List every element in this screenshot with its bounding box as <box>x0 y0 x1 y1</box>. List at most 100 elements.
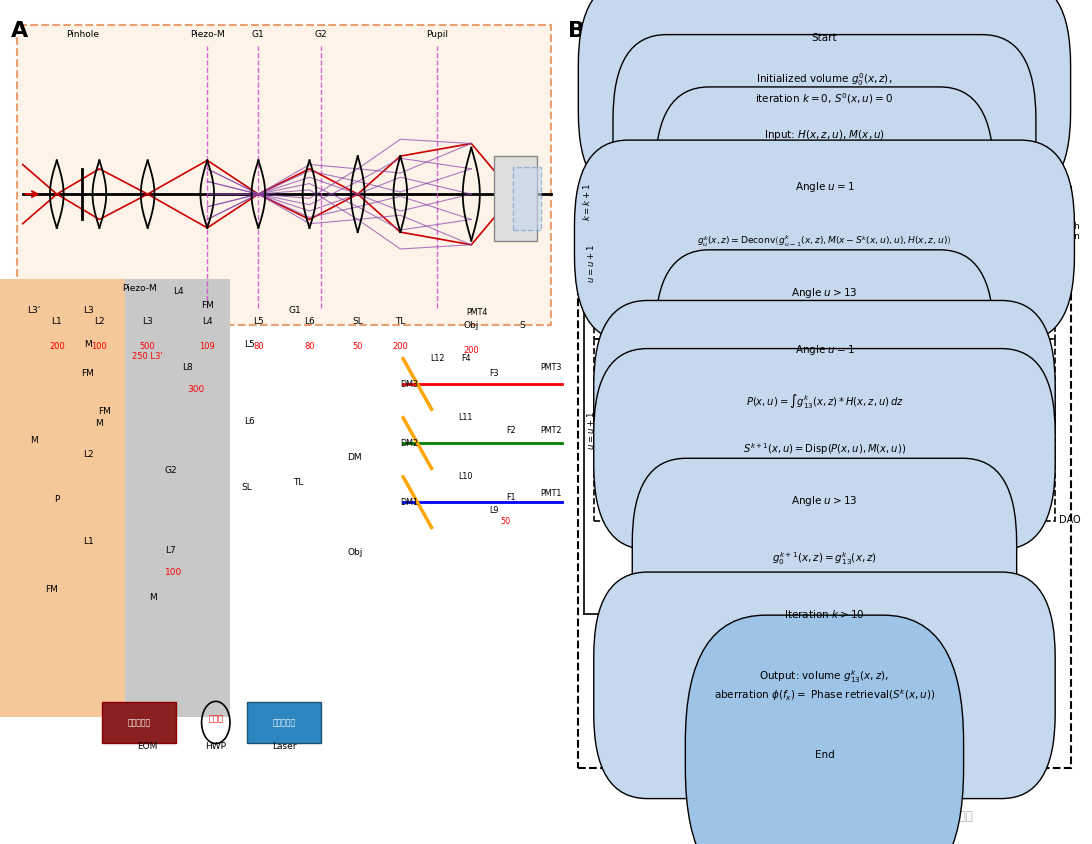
Text: FM: FM <box>201 301 214 310</box>
Text: L4: L4 <box>174 287 185 295</box>
Text: SL: SL <box>353 316 364 326</box>
Text: L3': L3' <box>27 306 40 315</box>
Text: F1: F1 <box>507 494 515 502</box>
FancyBboxPatch shape <box>632 458 1017 659</box>
Text: PMT4: PMT4 <box>466 308 488 316</box>
Text: Angle $u = 1$: Angle $u = 1$ <box>795 344 854 357</box>
Text: M: M <box>84 340 92 349</box>
Text: Obj: Obj <box>464 321 479 330</box>
Text: N: N <box>704 597 712 606</box>
Text: 半波片: 半波片 <box>209 715 223 723</box>
Text: L1: L1 <box>51 316 62 326</box>
Text: 200: 200 <box>49 342 64 351</box>
FancyBboxPatch shape <box>103 702 176 743</box>
Text: L2: L2 <box>94 316 105 326</box>
Text: FM: FM <box>82 369 94 377</box>
Text: Initialized volume $g_0^0(x,z)$,
iteration $k = 0$, $S^0(x,u) = 0$: Initialized volume $g_0^0(x,z)$, iterati… <box>756 72 893 106</box>
Text: TL: TL <box>395 316 405 326</box>
Text: 🦉 光学前沿: 🦉 光学前沿 <box>934 810 972 824</box>
Text: 电光调制器: 电光调制器 <box>128 718 151 727</box>
FancyBboxPatch shape <box>594 349 1055 549</box>
Text: End: End <box>815 750 834 760</box>
Text: DAO: DAO <box>1058 515 1080 525</box>
FancyBboxPatch shape <box>124 279 230 717</box>
FancyBboxPatch shape <box>0 279 124 717</box>
Text: Input: $H(x,z,u)$, $M(x,u)$: Input: $H(x,z,u)$, $M(x,u)$ <box>764 128 885 142</box>
Text: Angle $u > 13$: Angle $u > 13$ <box>792 495 857 508</box>
Polygon shape <box>723 262 926 323</box>
Text: $u = u+1$: $u = u+1$ <box>584 244 595 283</box>
Text: L11: L11 <box>459 414 473 422</box>
FancyBboxPatch shape <box>613 35 1036 235</box>
Polygon shape <box>723 584 926 645</box>
FancyBboxPatch shape <box>574 140 1075 341</box>
Text: $g_0^{k+1}(x,z) = g_{13}^k(x,z)$: $g_0^{k+1}(x,z) = g_{13}^k(x,z)$ <box>772 550 877 567</box>
Text: $S^{k+1}(x,u) = \mathrm{Disp}(P(x,u), M(x,u))$: $S^{k+1}(x,u) = \mathrm{Disp}(P(x,u), M(… <box>743 441 906 457</box>
Text: A: A <box>11 21 28 41</box>
FancyBboxPatch shape <box>247 702 321 743</box>
Text: L8: L8 <box>182 363 193 371</box>
FancyBboxPatch shape <box>579 0 1070 197</box>
Text: G1: G1 <box>252 30 264 39</box>
Text: 50: 50 <box>353 342 363 351</box>
Text: 100: 100 <box>165 568 181 576</box>
Text: Laser: Laser <box>272 743 296 751</box>
Text: N: N <box>704 484 712 493</box>
Text: L12: L12 <box>430 354 444 363</box>
Text: PMT1: PMT1 <box>541 490 561 498</box>
Text: L3: L3 <box>142 316 153 326</box>
Text: Pupil: Pupil <box>426 30 448 39</box>
Text: L6: L6 <box>304 316 314 326</box>
FancyBboxPatch shape <box>494 156 536 241</box>
Text: DM2: DM2 <box>400 439 418 447</box>
Text: HWP: HWP <box>205 743 226 751</box>
FancyBboxPatch shape <box>594 572 1055 798</box>
Text: F3: F3 <box>489 369 499 377</box>
FancyBboxPatch shape <box>17 25 550 325</box>
Text: Obj: Obj <box>347 549 363 557</box>
Text: FM: FM <box>98 408 111 416</box>
Text: 200: 200 <box>463 346 479 355</box>
Text: Iteration $k > 10$: Iteration $k > 10$ <box>784 609 865 620</box>
Text: $g_u^k(x,z) = \mathrm{Deconv}\left(g_{u-1}^k(x,z),M(x-S^k(x,u),u),H(x,z,u)\right: $g_u^k(x,z) = \mathrm{Deconv}\left(g_{u-… <box>697 233 952 248</box>
Text: PMT3: PMT3 <box>541 363 561 371</box>
FancyBboxPatch shape <box>513 167 541 230</box>
FancyBboxPatch shape <box>686 0 963 178</box>
Text: PMT2: PMT2 <box>541 426 561 435</box>
Text: 300: 300 <box>188 386 204 394</box>
Text: B: B <box>568 21 584 41</box>
Text: F2: F2 <box>507 426 515 435</box>
Text: L6: L6 <box>245 418 256 426</box>
Text: Output: volume $g_{13}^k(x,z)$,
aberration $\phi(f_x)=$ Phase retrieval$(S^k(x,u: Output: volume $g_{13}^k(x,z)$, aberrati… <box>714 668 935 703</box>
Text: Piezo-M: Piezo-M <box>190 30 225 39</box>
Text: M: M <box>31 436 38 445</box>
Text: L3: L3 <box>83 306 94 315</box>
Text: L5: L5 <box>253 316 264 326</box>
Text: G2: G2 <box>164 467 177 475</box>
Text: L7: L7 <box>165 546 176 555</box>
Text: M: M <box>150 593 157 602</box>
Text: Piezo-M: Piezo-M <box>121 284 156 293</box>
FancyBboxPatch shape <box>594 300 1055 501</box>
Text: M: M <box>95 419 104 428</box>
Text: L10: L10 <box>459 473 473 481</box>
Text: DM: DM <box>347 453 363 462</box>
Text: L4: L4 <box>202 316 213 326</box>
Text: L2: L2 <box>83 450 93 458</box>
Text: Y: Y <box>836 322 843 332</box>
Text: 80: 80 <box>253 342 263 351</box>
Text: 200: 200 <box>392 342 408 351</box>
Text: Pinhole: Pinhole <box>66 30 99 39</box>
Text: 80: 80 <box>305 342 314 351</box>
Text: $k = k+1$: $k = k+1$ <box>581 184 592 221</box>
Text: L5: L5 <box>245 340 256 349</box>
Text: Angle $u = 1$: Angle $u = 1$ <box>795 181 854 194</box>
Text: Start: Start <box>811 33 838 43</box>
Polygon shape <box>723 471 926 532</box>
Text: 飞秒激光器: 飞秒激光器 <box>272 718 296 727</box>
Text: $P(x,u) = \int g_{13}^k(x,z) * H(x,z,u)\, dz$: $P(x,u) = \int g_{13}^k(x,z) * H(x,z,u)\… <box>746 392 903 410</box>
Text: TL: TL <box>293 479 304 487</box>
Text: L9: L9 <box>489 506 499 515</box>
Text: EOM: EOM <box>138 743 158 751</box>
Text: 109: 109 <box>200 342 215 351</box>
